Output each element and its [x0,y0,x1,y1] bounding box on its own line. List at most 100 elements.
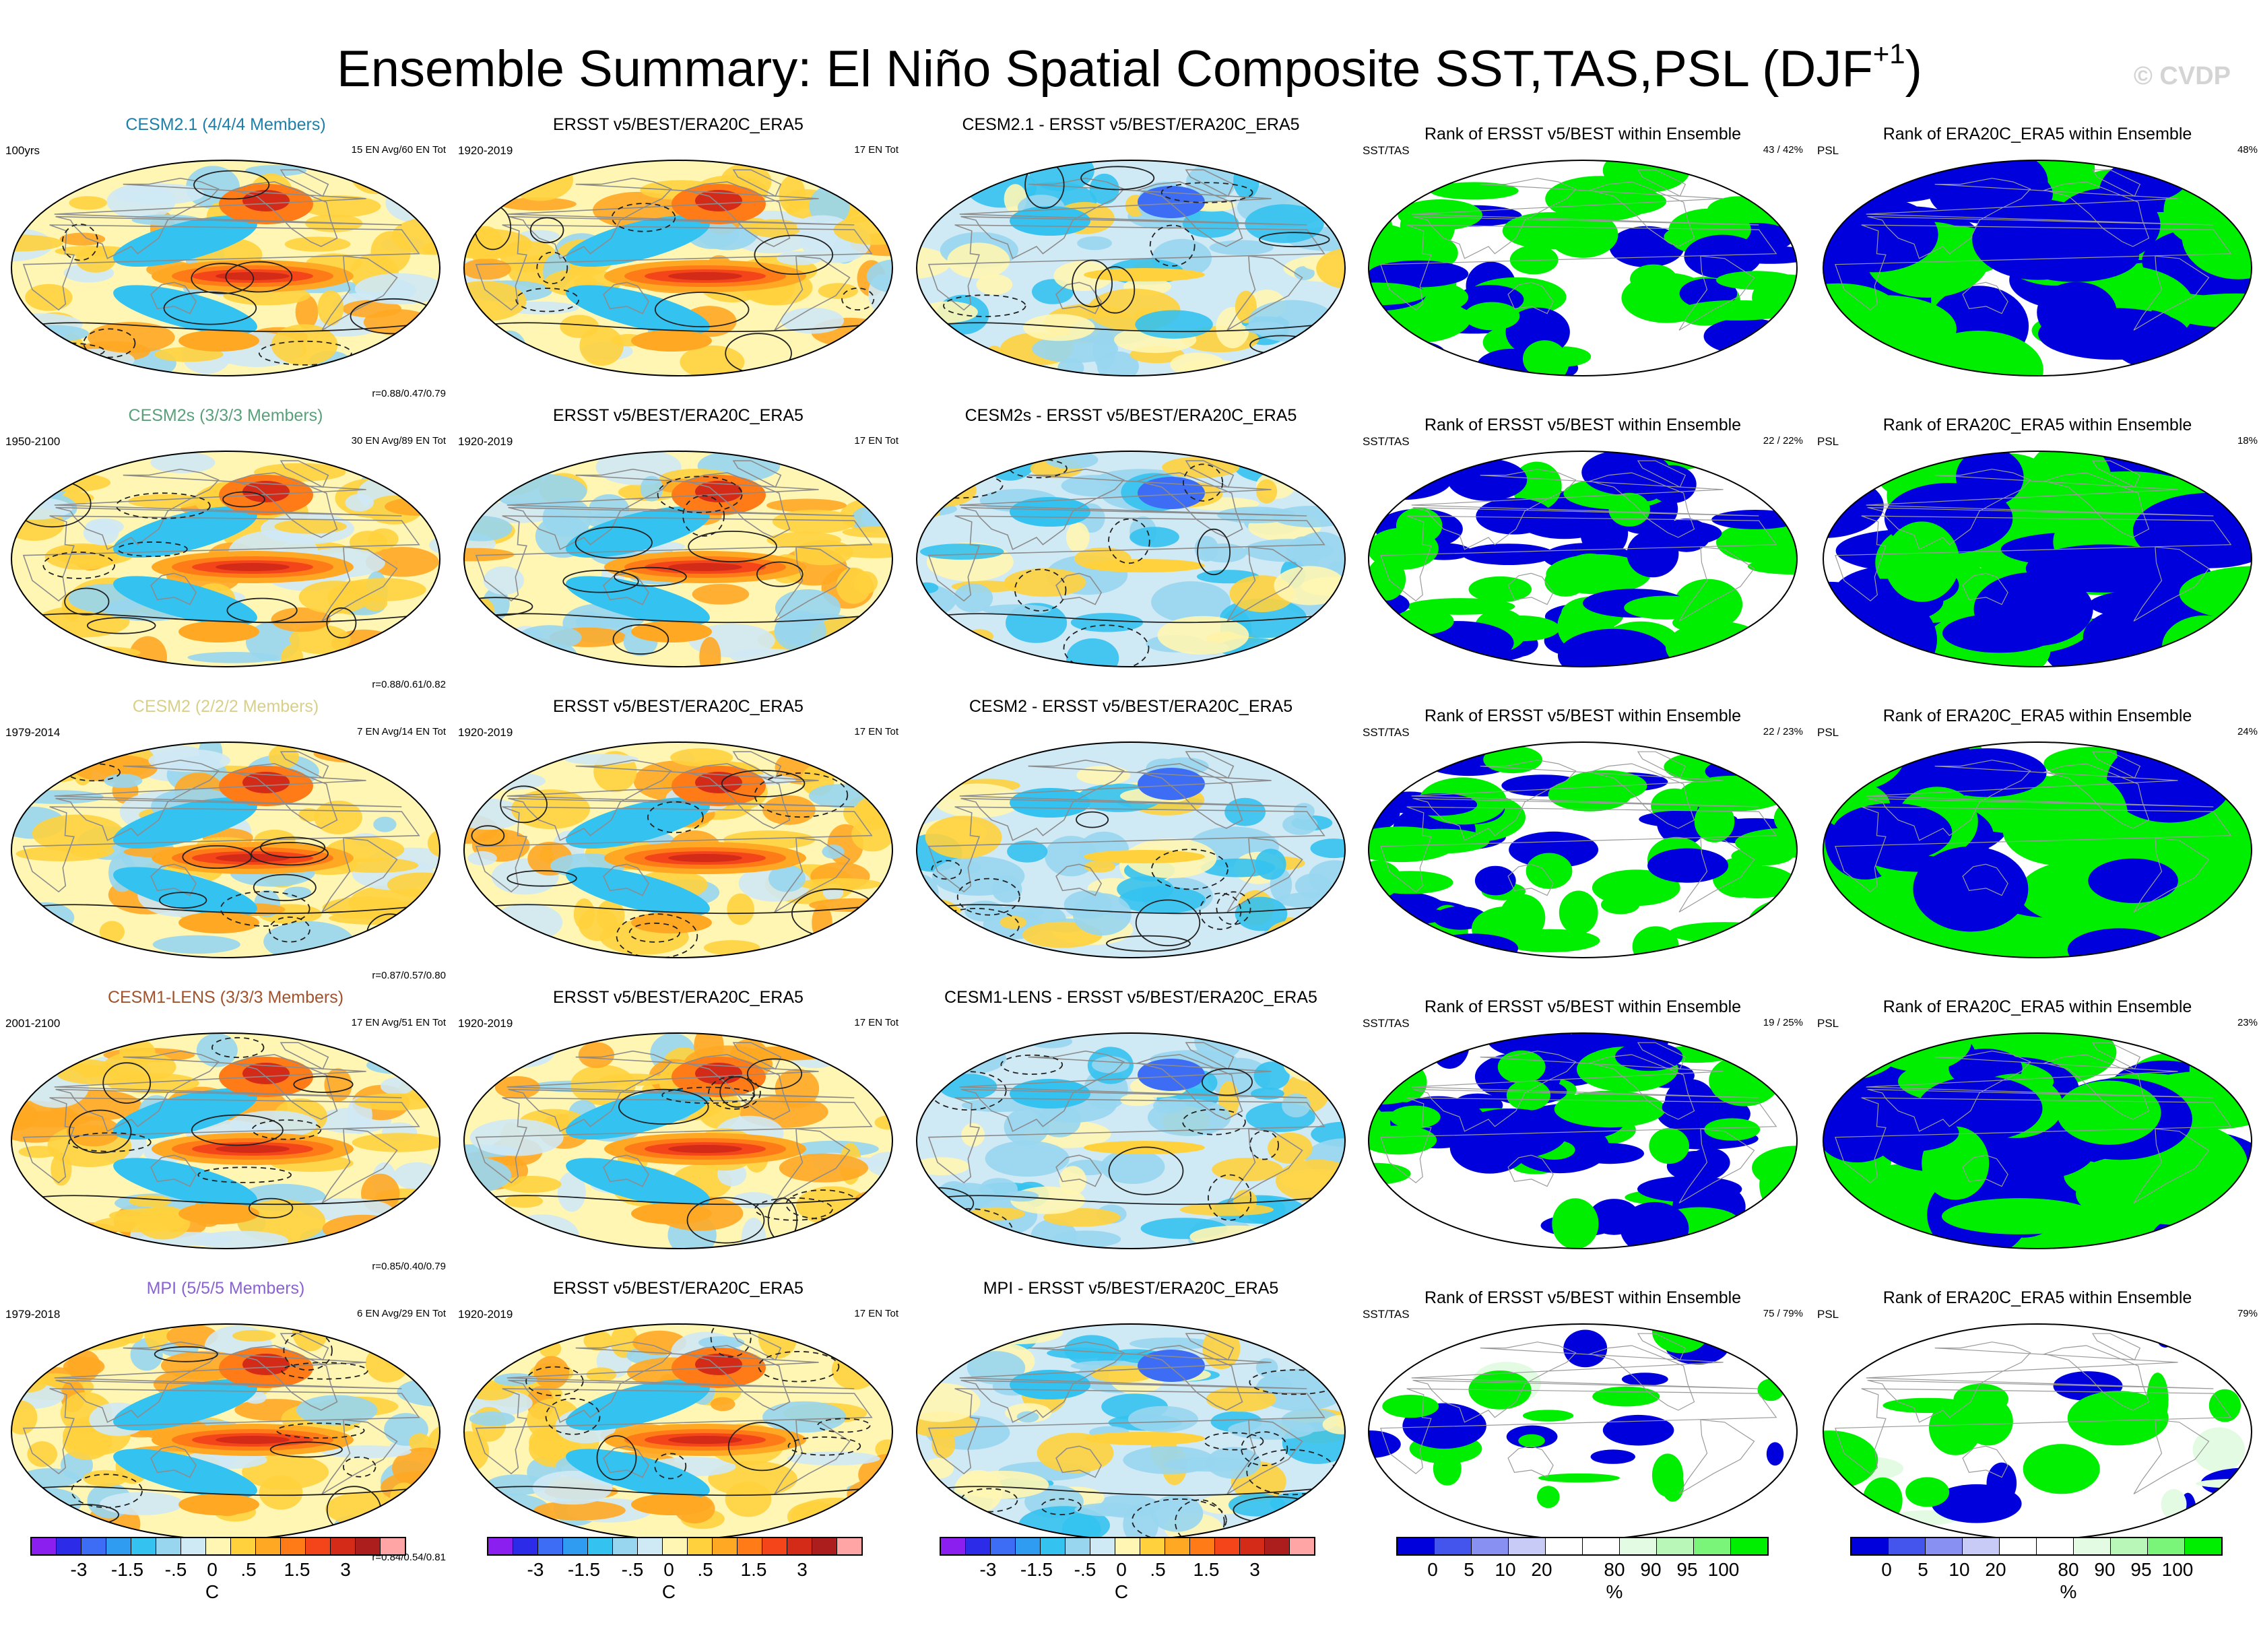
panel-title: CESM1-LENS (3/3/3 Members) [107,988,344,1007]
colorbar-swatch [713,1538,738,1554]
colorbar-swatch [1090,1538,1115,1554]
globe-map [463,451,893,667]
globe-map [1823,741,2252,958]
panel-rank-psl-row4: Rank of ERA20C_ERA5 within Ensemble PSL 23… [1812,987,2259,1278]
event-count: 17 EN Tot [854,1308,898,1319]
variable-label: PSL [1817,1017,1839,1030]
panel-title: Rank of ERA20C_ERA5 within Ensemble [1882,1288,2192,1307]
colorbar-swatch [1016,1538,1041,1554]
panel-title: ERSST v5/BEST/ERA20C_ERA5 [553,406,804,425]
panel-model-row5: MPI (5/5/5 Members) 1979-2018 6 EN Avg/29 … [0,1278,451,1569]
globe-map [11,1032,440,1249]
panel-title: ERSST v5/BEST/ERA20C_ERA5 [553,1279,804,1298]
period-label: 100yrs [5,144,40,157]
colorbar-unit: C [661,1581,676,1602]
colorbar-swatch [2148,1538,2185,1554]
panel-model-row1: CESM2.1 (4/4/4 Members) 100yrs 15 EN Avg/6… [0,114,451,405]
panel-title: MPI (5/5/5 Members) [146,1279,305,1298]
colorbar-unit: C [205,1581,220,1602]
colorbar-3: -3 -1.5 -.5 0 .5 1.5 3 C [940,1537,1315,1645]
period-label: 1920-2019 [458,144,513,157]
colorbar-swatch [1140,1538,1165,1554]
figure-title: Ensemble Summary: El Niño Spatial Compos… [337,38,1922,98]
colorbar-tick-label: .5 [240,1559,257,1580]
colorbar-swatch [2037,1538,2074,1554]
rank-percent: 24% [2237,726,2258,737]
colorbar-tick-label: .5 [697,1559,713,1580]
variable-label: PSL [1817,144,1839,157]
colorbar-1: -3 -1.5 -.5 0 .5 1.5 3 C [30,1537,406,1645]
panel-rank-psl-row5: Rank of ERA20C_ERA5 within Ensemble PSL 79… [1812,1278,2259,1569]
colorbar-tick-label: 90 [2094,1559,2116,1580]
colorbar-swatch [181,1538,206,1554]
colorbar-swatch [812,1538,837,1554]
panel-title: CESM1-LENS - ERSST v5/BEST/ERA20C_ERA5 [944,988,1317,1007]
panel-rank-sst-row1: Rank of ERSST v5/BEST within Ensemble SST… [1357,114,1808,405]
panel-obs-row1: ERSST v5/BEST/ERA20C_ERA5 1920-2019 17 EN … [453,114,904,405]
panel-title: Rank of ERA20C_ERA5 within Ensemble [1882,416,2192,434]
colorbar-tick-label: 10 [1495,1559,1516,1580]
colorbar-swatch [1509,1538,1546,1554]
colorbar-swatch [1290,1538,1314,1554]
colorbar-swatch [1265,1538,1290,1554]
event-count: 17 EN Tot [854,144,898,156]
event-count: 15 EN Avg/60 EN Tot [351,144,446,156]
panel-title: MPI - ERSST v5/BEST/ERA20C_ERA5 [983,1279,1279,1298]
colorbar-tick-label: -.5 [621,1559,644,1580]
panel-diff-row1: CESM2.1 - ERSST v5/BEST/ERA20C_ERA5 [905,114,1356,405]
colorbar-tick-label: 90 [1640,1559,1662,1580]
cvdp-watermark: © CVDP [2133,62,2231,90]
colorbar-swatch [231,1538,256,1554]
event-count: 7 EN Avg/14 EN Tot [356,726,446,737]
colorbar-swatch [381,1538,405,1554]
period-label: 1920-2019 [458,435,513,448]
globe-map [11,451,440,667]
rank-percent: 22 / 23% [1763,726,1803,737]
globe-map [916,1323,1346,1540]
colorbar-swatch [513,1538,538,1554]
colorbar-swatch [638,1538,663,1554]
globe-map [463,741,893,958]
colorbar-swatch [2111,1538,2148,1554]
panel-title: CESM2s (3/3/3 Members) [128,406,323,425]
colorbar-tick-label: 5 [1918,1559,1928,1580]
globe-map [1368,741,1798,958]
colorbar-swatch [1657,1538,1694,1554]
colorbar-swatch [1215,1538,1240,1554]
colorbar-swatch [131,1538,156,1554]
colorbar-tick-label: 0 [1427,1559,1438,1580]
panel-rank-sst-row3: Rank of ERSST v5/BEST within Ensemble SST… [1357,696,1808,987]
colorbar-swatch [538,1538,563,1554]
event-count: 17 EN Tot [854,726,898,737]
colorbar-tick-label: -.5 [164,1559,187,1580]
panel-rank-sst-row4: Rank of ERSST v5/BEST within Ensemble SST… [1357,987,1808,1278]
colorbar-swatch [837,1538,861,1554]
colorbar-swatch [613,1538,638,1554]
panel-diff-row2: CESM2s - ERSST v5/BEST/ERA20C_ERA5 [905,405,1356,696]
globe-map [1368,160,1798,376]
globe-map [463,160,893,376]
colorbar-swatch [281,1538,306,1554]
panel-rank-psl-row2: Rank of ERA20C_ERA5 within Ensemble PSL 18… [1812,405,2259,696]
event-count: 30 EN Avg/89 EN Tot [351,435,446,447]
period-label: 1920-2019 [458,1017,513,1030]
panel-model-row2: CESM2s (3/3/3 Members) 1950-2100 30 EN Avg… [0,405,451,696]
rank-percent: 18% [2237,435,2258,447]
panel-title: Rank of ERSST v5/BEST within Ensemble [1424,416,1742,434]
globe-map [1823,1032,2252,1249]
panel-obs-row3: ERSST v5/BEST/ERA20C_ERA5 1920-2019 17 EN … [453,696,904,987]
colorbar-swatch [2000,1538,2037,1554]
panel-title: Rank of ERSST v5/BEST within Ensemble [1424,997,1742,1016]
colorbar-swatch [1240,1538,1265,1554]
globe-map [11,741,440,958]
globe-map [11,1323,440,1540]
colorbar-swatch [1620,1538,1657,1554]
colorbar-swatch [738,1538,762,1554]
colorbar-tick-label: 0 [1116,1559,1127,1580]
panel-title: Rank of ERA20C_ERA5 within Ensemble [1882,997,2192,1016]
colorbar-swatch [2185,1538,2221,1554]
globe-map [916,451,1346,667]
colorbar-tick-label: 95 [2130,1559,2152,1580]
variable-label: PSL [1817,435,1839,448]
colorbar-swatch [588,1538,613,1554]
